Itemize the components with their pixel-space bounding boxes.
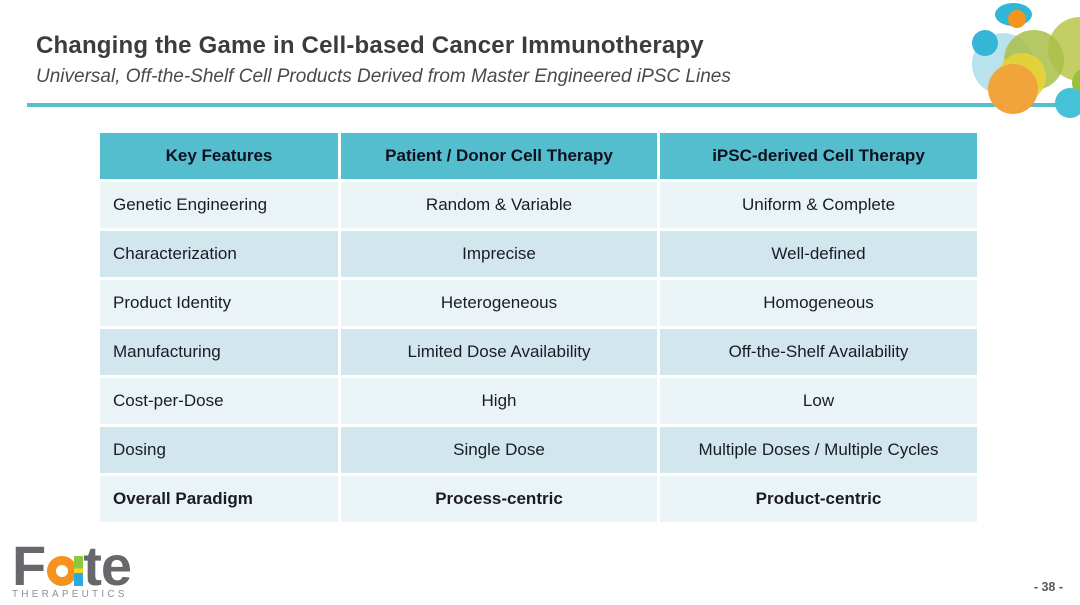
logo-a-stem-icon: [74, 556, 84, 586]
table-cell: Uniform & Complete: [660, 182, 977, 228]
bubble-circle: [1004, 30, 1064, 90]
comparison-table: Key Features Patient / Donor Cell Therap…: [100, 133, 977, 522]
table-header-ipsc-derived: iPSC-derived Cell Therapy: [660, 133, 977, 179]
page-number: - 38 -: [1033, 580, 1063, 594]
table-cell: Well-defined: [660, 231, 977, 277]
bubble-circle: [1072, 68, 1080, 98]
table-cell: Off-the-Shelf Availability: [660, 329, 977, 375]
table-cell: Product Identity: [100, 280, 338, 326]
table-cell: Single Dose: [341, 427, 657, 473]
bubble-decoration: [920, 0, 1080, 130]
page-title: Changing the Game in Cell-based Cancer I…: [36, 32, 704, 59]
logo-subtext: THERAPEUTICS: [12, 589, 128, 600]
logo-letter-f: F: [12, 533, 46, 597]
bubble-circle: [1048, 17, 1080, 81]
table-cell: Overall Paradigm: [100, 476, 338, 522]
bubble-circle: [972, 30, 998, 56]
title-divider: [27, 103, 1080, 107]
bubble-circle: [998, 53, 1046, 101]
table-cell: Manufacturing: [100, 329, 338, 375]
table-cell: Genetic Engineering: [100, 182, 338, 228]
table-cell: Random & Variable: [341, 182, 657, 228]
bubble-circle: [972, 33, 1034, 95]
table-cell: Limited Dose Availability: [341, 329, 657, 375]
table-cell: Multiple Doses / Multiple Cycles: [660, 427, 977, 473]
logo-a-ring-icon: [47, 556, 78, 586]
table-cell: Process-centric: [341, 476, 657, 522]
table-cell: Product-centric: [660, 476, 977, 522]
table-cell: Heterogeneous: [341, 280, 657, 326]
bubble-circle: [1008, 10, 1026, 28]
table-cell: Homogeneous: [660, 280, 977, 326]
fate-therapeutics-logo: F te THERAPEUTICS: [12, 533, 132, 600]
table-header-patient-donor: Patient / Donor Cell Therapy: [341, 133, 657, 179]
page-subtitle: Universal, Off-the-Shelf Cell Products D…: [36, 66, 731, 87]
table-cell: Imprecise: [341, 231, 657, 277]
table-cell: Characterization: [100, 231, 338, 277]
logo-letters-te: te: [83, 533, 132, 597]
table-header-key-features: Key Features: [100, 133, 338, 179]
table-cell: Dosing: [100, 427, 338, 473]
bubble-circle: [995, 3, 1032, 26]
logo-wordmark: F te: [12, 533, 132, 597]
table-cell: Cost-per-Dose: [100, 378, 338, 424]
table-cell: Low: [660, 378, 977, 424]
table-cell: High: [341, 378, 657, 424]
